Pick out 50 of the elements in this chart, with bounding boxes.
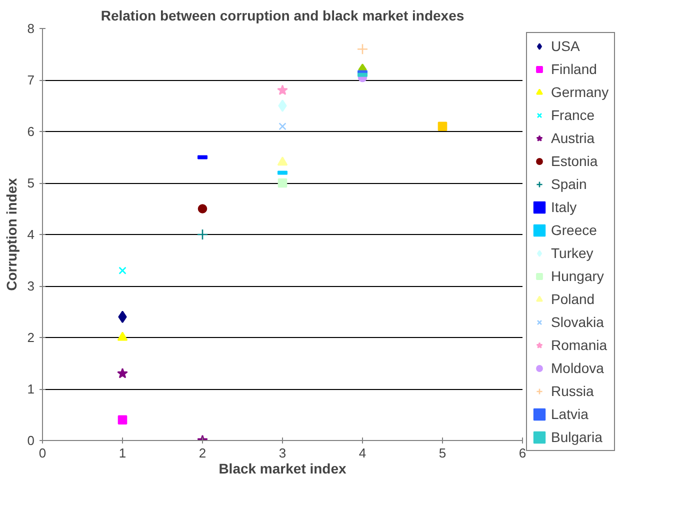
x-tick-label: 0: [38, 446, 46, 460]
legend-label: Russia: [551, 383, 594, 399]
legend-label: Bulgaria: [551, 429, 602, 445]
point: [278, 122, 286, 130]
legend-label: Italy: [551, 199, 577, 215]
x-tick-label: 5: [438, 446, 446, 460]
legend-label: Slovakia: [551, 314, 604, 330]
legend-label: Spain: [551, 176, 587, 192]
x-tick-label: 1: [118, 446, 126, 460]
point: [118, 266, 126, 274]
x-tick-label: 2: [198, 446, 206, 460]
legend-label: Poland: [551, 291, 595, 307]
y-tick-label: 3: [27, 278, 35, 294]
x-tick-label: 6: [518, 446, 526, 460]
y-tick-label: 4: [27, 227, 35, 242]
legend-label: Germany: [551, 84, 609, 100]
point: [277, 84, 288, 95]
legend-label: Hungary: [551, 268, 604, 284]
y-tick-label: 1: [27, 382, 35, 396]
legend-label: Moldova: [551, 360, 604, 376]
legend-label: Estonia: [551, 153, 598, 169]
legend-label: USA: [551, 38, 580, 54]
y-tick-label: 5: [27, 176, 35, 190]
point: [278, 178, 288, 188]
y-tick-label: 2: [27, 330, 35, 345]
y-tick-label: 7: [27, 72, 35, 88]
y-tick-label: 6: [27, 124, 35, 139]
point: [198, 204, 208, 214]
point: [277, 156, 288, 166]
y-axis-title: Corruption index: [3, 178, 20, 291]
legend-label: Finland: [551, 61, 597, 77]
y-tick-label: 8: [27, 21, 35, 36]
point: [118, 415, 128, 425]
x-tick-label: 3: [278, 446, 286, 460]
x-axis-title: Black market index: [218, 460, 347, 476]
point: [278, 100, 287, 112]
legend-label: Austria: [551, 130, 595, 146]
legend-label: Romania: [551, 337, 608, 353]
chart-title: Relation between corruption and black market indexes: [100, 8, 464, 24]
legend-label: Greece: [551, 222, 597, 238]
legend-label: Latvia: [551, 406, 588, 422]
x-tick-label: 4: [358, 446, 366, 460]
point: [438, 122, 448, 131]
legend-label: France: [551, 107, 595, 123]
point: [196, 228, 208, 240]
point: [356, 43, 368, 55]
legend-label: Turkey: [551, 245, 594, 261]
point: [117, 332, 128, 341]
point: [117, 368, 128, 378]
y-tick-label: 0: [27, 433, 35, 448]
